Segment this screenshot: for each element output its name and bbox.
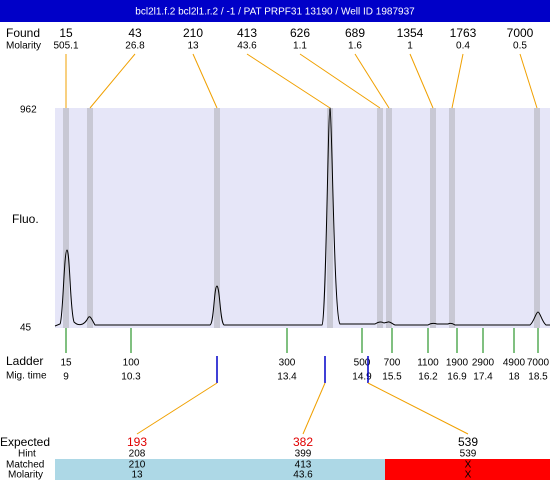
title-bar [0,0,550,22]
peak-band [87,108,93,328]
peak-band [534,108,540,328]
matched-size: 413 [295,460,312,471]
ladder-time: 10.3 [121,372,141,383]
expected-connector [136,382,218,435]
matched-size: 210 [129,460,146,471]
expected-size: 382 [293,435,313,449]
found-molarity: 505.1 [53,41,78,52]
peak-band [63,108,69,328]
hint-size: 208 [129,449,146,460]
found-size: 43 [128,26,142,40]
peak-connector [192,53,218,109]
found-molarity: 43.6 [237,41,257,52]
ladder-size: 300 [279,358,296,369]
expected-connector [367,382,469,435]
found-size: 210 [183,26,203,40]
found-size: 15 [59,26,73,40]
peak-band [449,108,455,328]
peak-connector [354,53,390,109]
ladder-label: Ladder [6,354,43,368]
peak-connector [299,53,381,109]
matched-molarity: 13 [131,470,143,480]
ladder-time: 18 [508,372,520,383]
found-size: 689 [345,26,365,40]
ladder-size: 100 [123,358,140,369]
y-max-label: 962 [20,105,37,116]
matched-size: X [465,460,472,471]
found-label: Found [6,26,40,40]
expected-label: Expected [0,435,50,449]
found-size: 626 [290,26,310,40]
peak-band [214,108,220,328]
ladder-time: 16.2 [418,372,438,383]
matched-label: Matched [6,460,44,471]
peak-band [327,108,333,328]
ladder-size: 4900 [503,358,526,369]
ladder-time: 16.9 [447,372,467,383]
found-molarity: 1.1 [293,41,307,52]
peak-connector [409,53,434,109]
molarity-label: Molarity [6,41,41,52]
unmatched-row-bg [385,459,550,480]
y-min-label: 45 [20,323,32,334]
hint-size: 539 [460,449,477,460]
trace [54,107,550,327]
ladder-size: 2900 [472,358,495,369]
expected-size: 539 [458,435,478,449]
peak-band [430,108,436,328]
found-molarity: 13 [187,41,199,52]
ladder-time: 14.9 [352,372,372,383]
ladder-size: 7000 [527,358,550,369]
ladder-size: 15 [60,358,72,369]
hint-label: Hint [18,449,36,460]
y-axis-label: Fluo. [12,212,39,226]
found-size: 413 [237,26,257,40]
matched-molarity: 43.6 [293,470,313,480]
found-size: 7000 [507,26,534,40]
molarity-row-label: Molarity [8,470,43,480]
peak-band [386,108,392,328]
ladder-time: 18.5 [528,372,548,383]
ladder-size: 1100 [417,358,439,369]
peak-connector [519,53,538,109]
found-molarity: 1.6 [348,41,362,52]
ladder-size: 500 [354,358,371,369]
peak-connector [451,53,464,109]
hint-size: 399 [295,449,312,460]
found-molarity: 0.4 [456,41,470,52]
mig-time-label: Mig. time [6,371,47,382]
title: bcl2l1.f.2 bcl2l1.r.2 / -1 / PAT PRPF31 … [135,7,415,18]
ladder-size: 1900 [446,358,469,369]
plot-area [55,108,550,328]
matched-row-bg [55,459,385,480]
found-size: 1763 [450,26,477,40]
found-molarity: 1 [407,41,413,52]
matched-molarity: X [465,470,472,480]
peak-connector [246,53,331,109]
ladder-time: 17.4 [473,372,493,383]
expected-connector [302,382,326,435]
found-molarity: 0.5 [513,41,527,52]
ladder-size: 700 [384,358,401,369]
peak-band [377,108,383,328]
ladder-time: 15.5 [382,372,402,383]
ladder-time: 13.4 [277,372,297,383]
found-molarity: 26.8 [125,41,145,52]
found-size: 1354 [397,26,424,40]
expected-size: 193 [127,435,147,449]
peak-connector [89,53,136,109]
ladder-time: 9 [63,372,69,383]
